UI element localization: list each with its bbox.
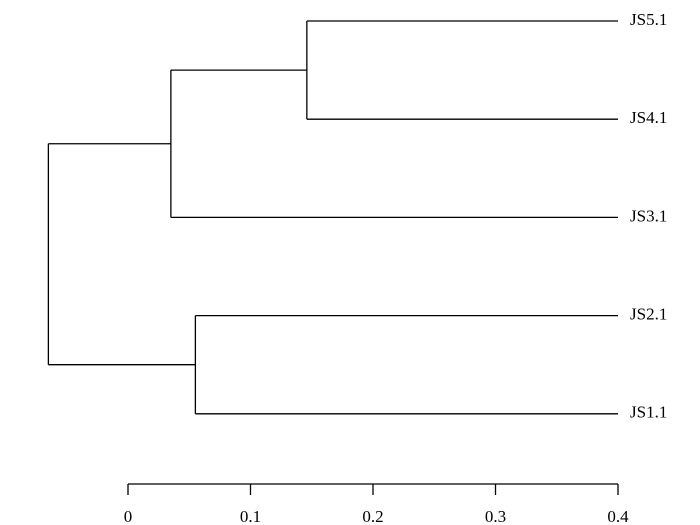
leaf-label: JS5.1 (630, 10, 667, 29)
leaf-label: JS4.1 (630, 108, 667, 127)
x-tick-label: 0 (124, 507, 133, 525)
x-tick-label: 0.3 (485, 507, 506, 525)
leaf-label: JS2.1 (630, 305, 667, 324)
x-tick-label: 0.4 (607, 507, 629, 525)
x-tick-label: 0.2 (362, 507, 383, 525)
leaf-label: JS3.1 (630, 206, 667, 225)
leaf-label: JS1.1 (630, 403, 667, 422)
x-tick-label: 0.1 (240, 507, 261, 525)
